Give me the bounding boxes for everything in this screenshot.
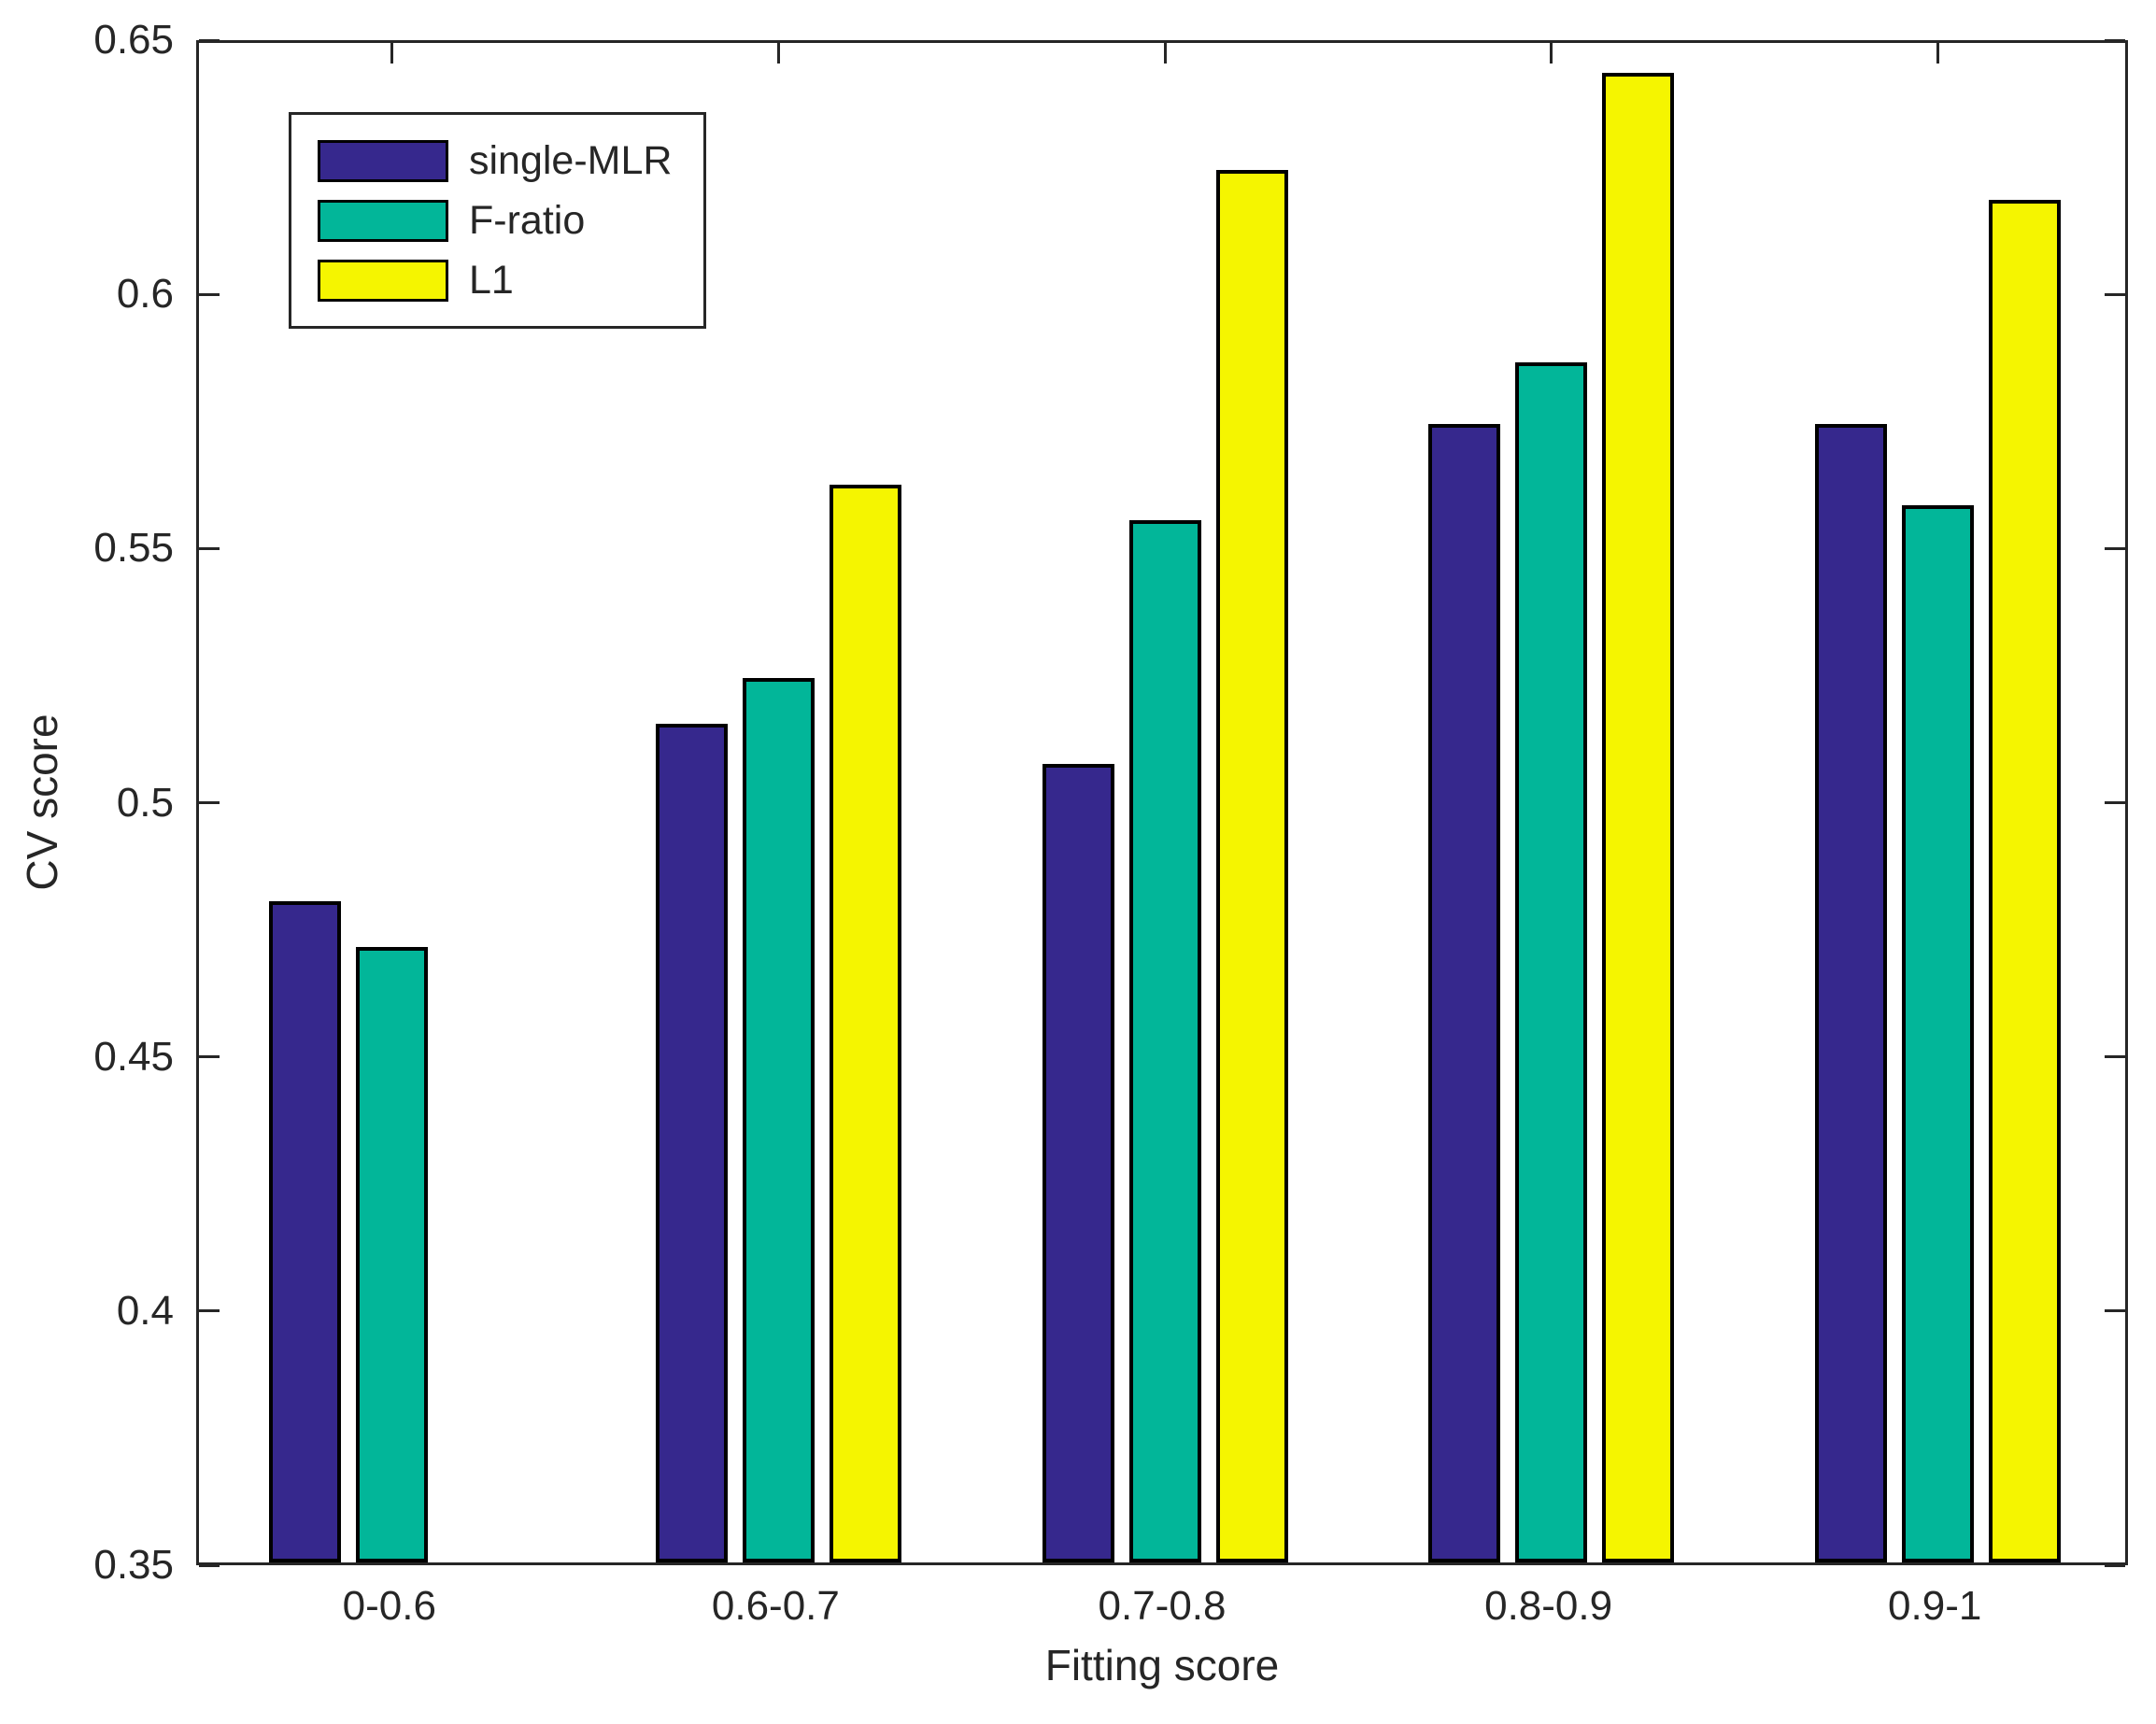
plot-area: [196, 38, 2128, 1567]
x-tick-label: 0.6-0.7: [711, 1583, 840, 1629]
legend-label: L1: [469, 258, 514, 303]
x-tick-label: 0.9-1: [1888, 1583, 1982, 1629]
bar-L1: [1602, 73, 1675, 1562]
x-tick-mark: [1936, 43, 1939, 64]
y-tick-mark: [199, 1055, 220, 1059]
y-tick-mark: [199, 1309, 220, 1313]
bar-L1: [1988, 200, 2061, 1562]
bar-F-ratio: [1128, 520, 1201, 1562]
y-tick-mark: [199, 1563, 220, 1567]
bar-single-MLR: [269, 901, 342, 1562]
y-tick-label: 0.45: [93, 1033, 174, 1080]
legend-swatch: [318, 259, 448, 302]
y-tick-mark: [2105, 38, 2125, 42]
y-tick-mark: [2105, 1309, 2125, 1313]
legend-label: single-MLR: [469, 138, 673, 183]
y-tick-label: 0.35: [93, 1542, 174, 1588]
x-tick-mark: [1163, 43, 1167, 64]
legend: single-MLR F-ratio L1: [289, 112, 707, 329]
y-tick-mark: [199, 38, 220, 42]
y-tick-mark: [2105, 801, 2125, 804]
legend-swatch: [318, 139, 448, 182]
bar-F-ratio: [1515, 362, 1588, 1562]
legend-label: F-ratio: [469, 198, 586, 243]
bar-single-MLR: [1814, 423, 1887, 1562]
y-tick-label: 0.65: [93, 17, 174, 63]
x-tick-mark: [776, 43, 780, 64]
bar-F-ratio: [1901, 504, 1974, 1562]
legend-item: L1: [318, 257, 672, 304]
y-tick-label: 0.55: [93, 525, 174, 572]
y-tick-mark: [2105, 546, 2125, 550]
bar-single-MLR: [1428, 423, 1501, 1562]
x-tick-label: 0.8-0.9: [1484, 1583, 1613, 1629]
bar-F-ratio: [742, 677, 815, 1562]
x-tick-mark: [1550, 43, 1553, 64]
y-tick-mark: [199, 546, 220, 550]
y-tick-label: 0.6: [116, 271, 174, 318]
y-tick-mark: [199, 801, 220, 804]
x-tick-mark: [390, 43, 394, 64]
y-tick-label: 0.4: [116, 1287, 174, 1334]
y-tick-label: 0.5: [116, 779, 174, 826]
legend-swatch: [318, 199, 448, 242]
legend-item: F-ratio: [318, 197, 672, 244]
bar-single-MLR: [655, 723, 728, 1562]
bar-L1: [1215, 169, 1288, 1562]
x-tick-label: 0-0.6: [342, 1583, 436, 1629]
legend-item: single-MLR: [318, 137, 672, 184]
y-tick-mark: [199, 292, 220, 296]
y-tick-mark: [2105, 1563, 2125, 1567]
x-axis-label: Fitting score: [1044, 1641, 1280, 1689]
y-tick-mark: [2105, 1055, 2125, 1059]
bar-F-ratio: [356, 947, 429, 1562]
bar-single-MLR: [1042, 764, 1114, 1562]
y-tick-mark: [2105, 292, 2125, 296]
x-tick-label: 0.7-0.8: [1098, 1583, 1227, 1629]
bar-L1: [829, 485, 901, 1562]
